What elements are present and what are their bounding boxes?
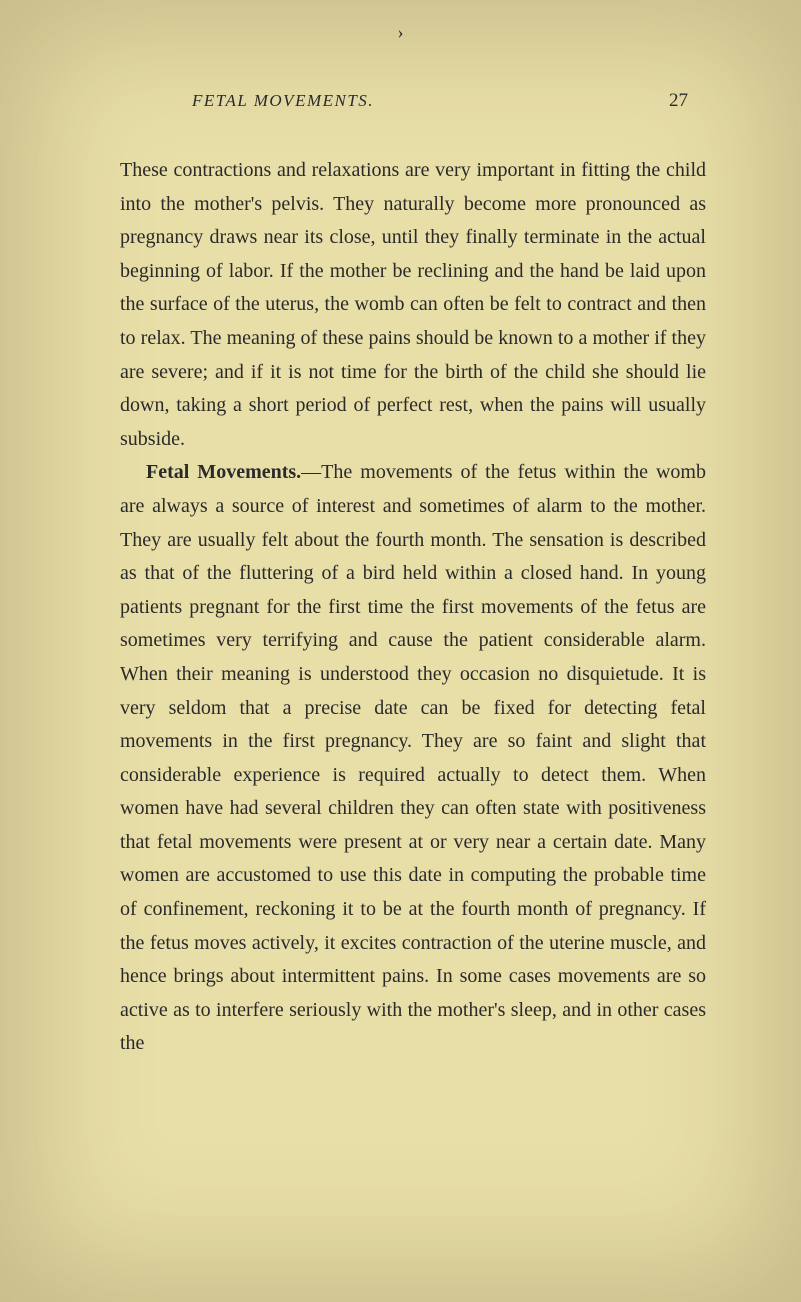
running-header: FETAL MOVEMENTS. <box>192 91 374 111</box>
page-number: 27 <box>669 90 688 112</box>
book-page: › FETAL MOVEMENTS. 27 These contractions… <box>0 0 801 1302</box>
section-title: Fetal Movements. <box>146 461 301 483</box>
top-mark: › <box>398 22 404 43</box>
body-text: These contractions and relaxations are v… <box>120 154 706 1061</box>
page-header: FETAL MOVEMENTS. 27 <box>120 90 706 112</box>
paragraph-1: These contractions and relaxations are v… <box>120 154 706 456</box>
paragraph-2-body: —The movements of the fetus within the w… <box>120 461 706 1054</box>
paragraph-2: Fetal Movements.—The movements of the fe… <box>120 456 706 1061</box>
